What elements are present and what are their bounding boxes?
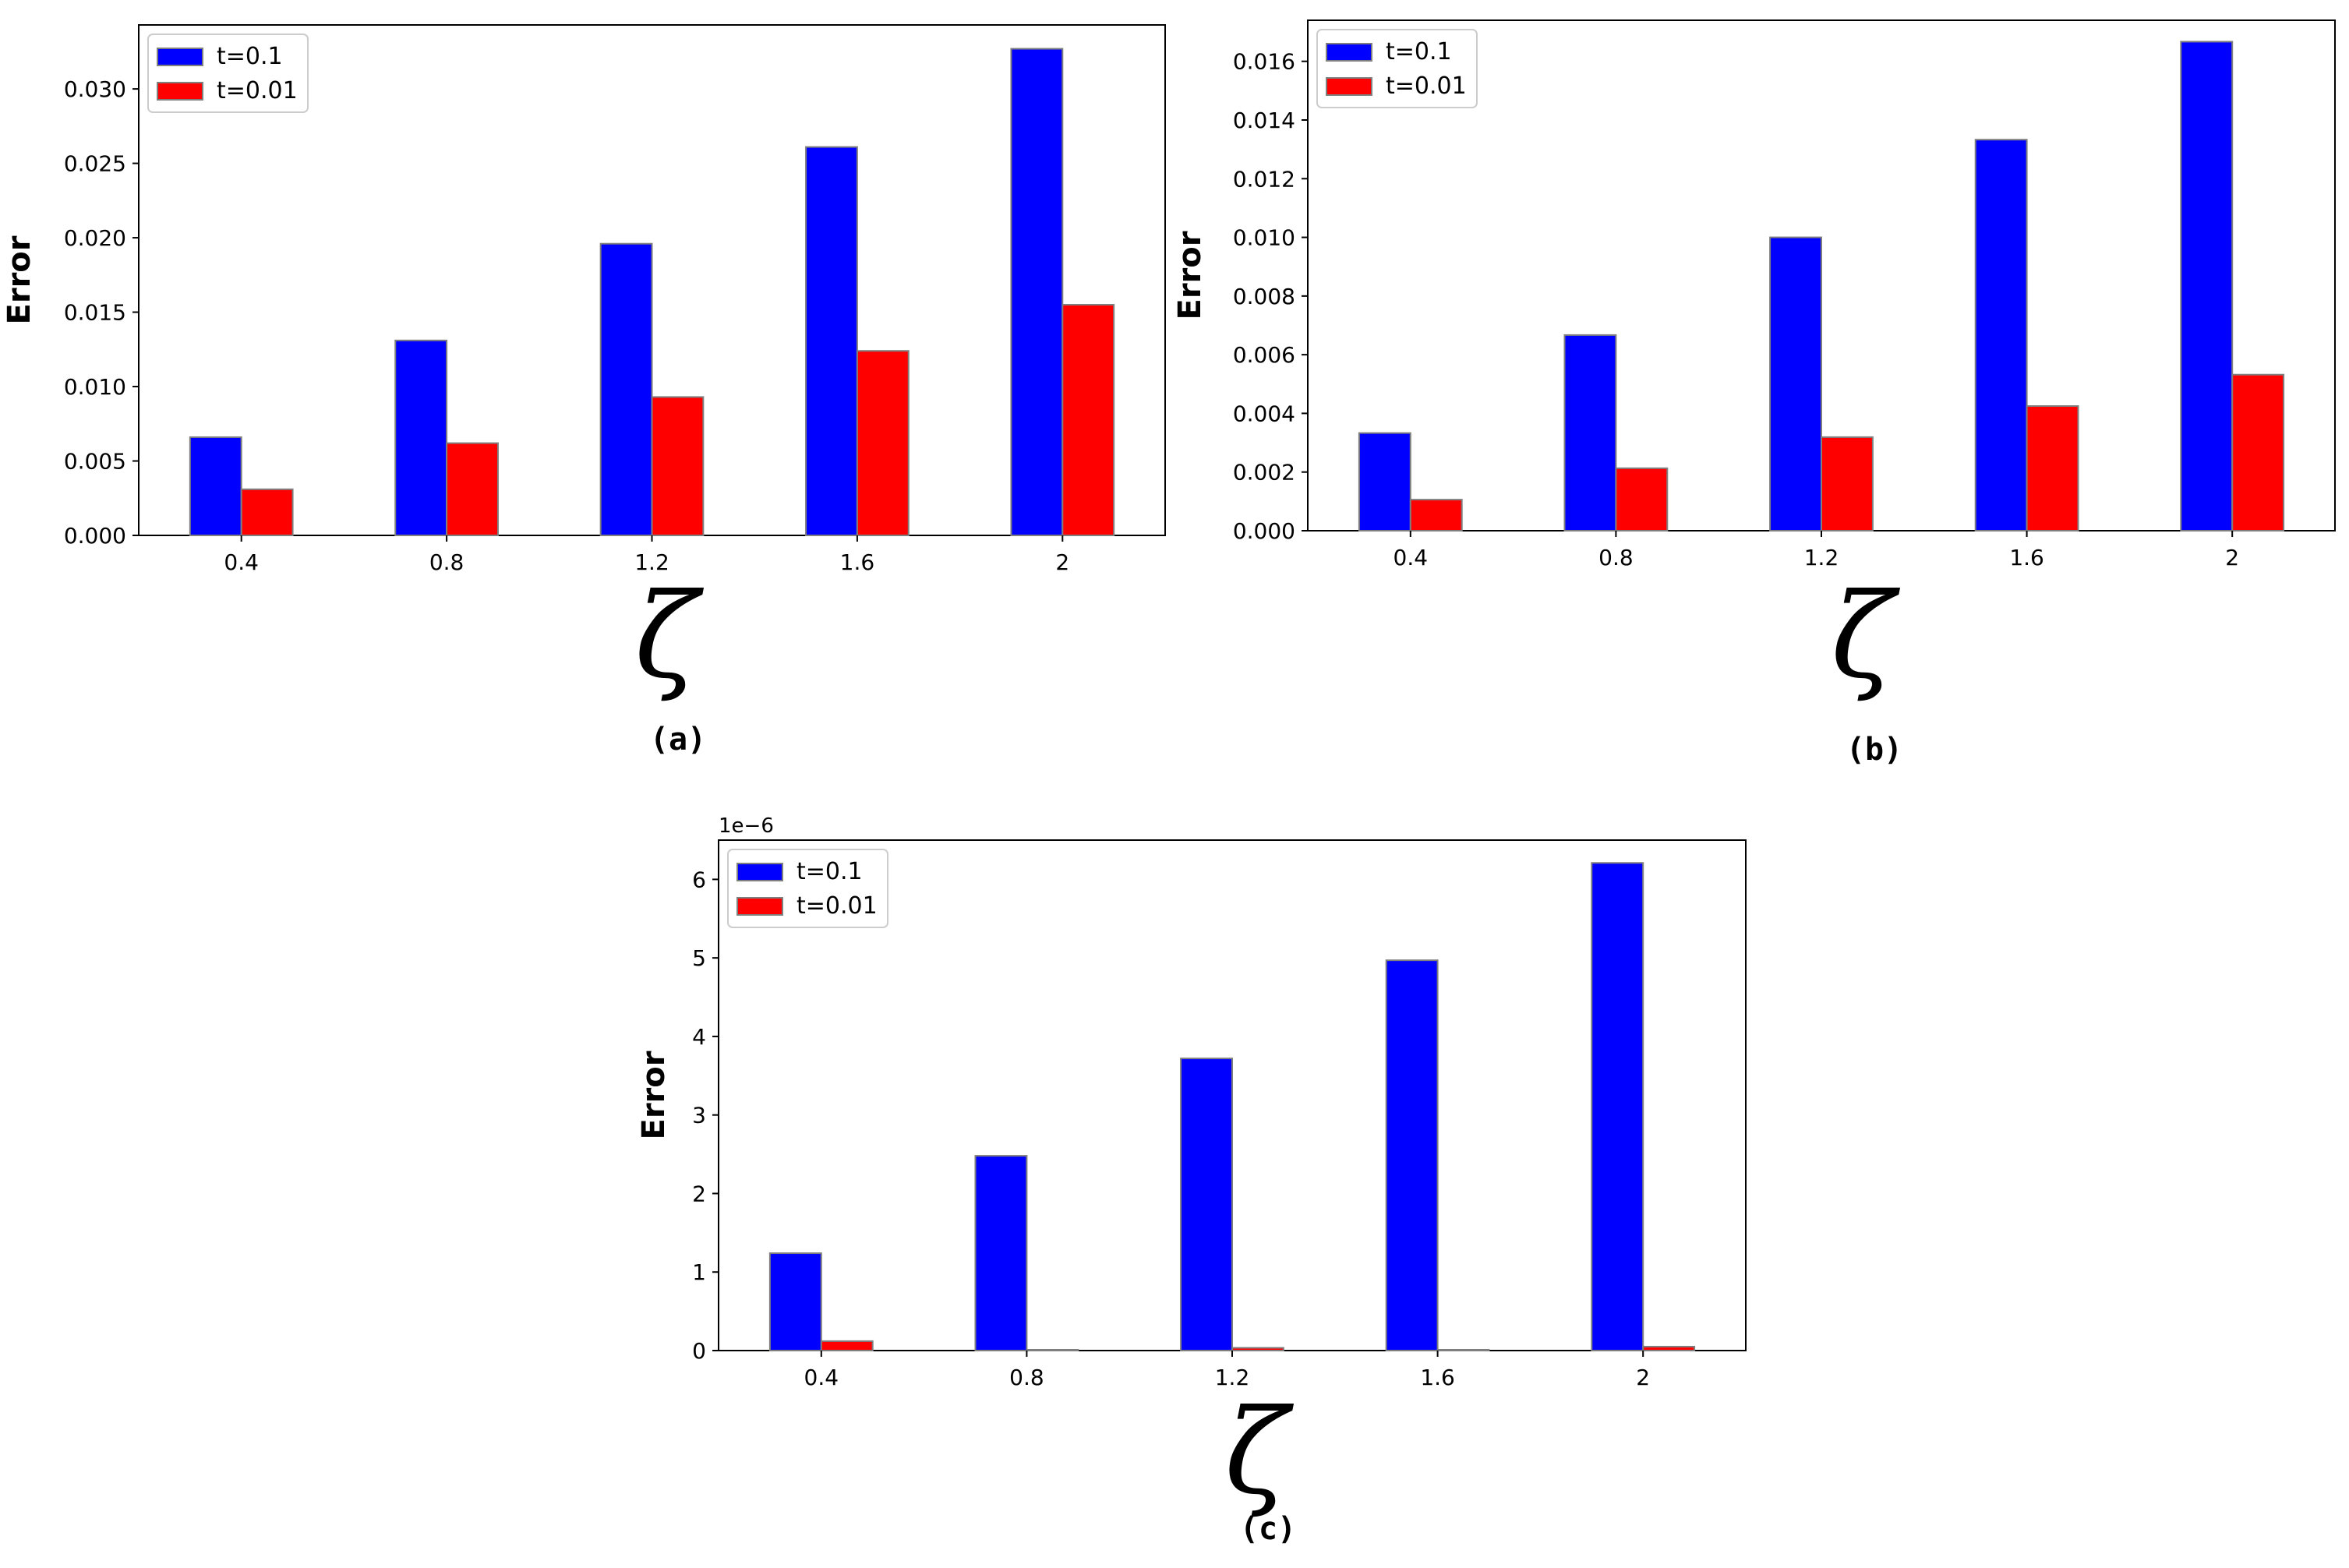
chart-panel-a: 0.4 0.8 1.2 1.6 2 0.000 0.005 0.010 0.015 0.020 0.…: [2, 24, 1166, 758]
bar-t=0.1-0.4: [768, 1252, 822, 1351]
legend-swatch-t=0.01: [736, 897, 783, 916]
bar-t=0.1-1.6: [805, 146, 858, 536]
bar-t=0.01-0.8: [1026, 1348, 1079, 1352]
x-tick-label: 0.8: [1009, 1365, 1044, 1390]
bar-t=0.1-0.8: [394, 339, 448, 537]
bar-t=0.1-0.4: [1358, 432, 1411, 531]
legend-swatch-t=0.1: [157, 48, 203, 66]
bar-t=0.01-2: [2231, 373, 2285, 531]
x-tick-label: 1.6: [840, 549, 875, 575]
panel-label: (a): [650, 722, 706, 758]
x-tick-label: 1.6: [1420, 1365, 1455, 1390]
bar-t=0.01-1.6: [856, 350, 910, 536]
y-tick-label: 0.000: [1233, 518, 1295, 544]
x-tick-label: 2: [1636, 1365, 1650, 1390]
y-tick-label: 0.006: [1233, 342, 1295, 368]
legend-label-t=0.1: t=0.1: [1386, 38, 1452, 65]
y-tick-label: 0.010: [64, 374, 126, 400]
y-tick-label: 0.015: [64, 300, 126, 326]
x-tick-label: 1.2: [634, 549, 669, 575]
y-tick-label: 3: [692, 1103, 706, 1128]
y-tick-label: 0.025: [64, 151, 126, 177]
bar-t=0.01-0.4: [240, 488, 294, 537]
x-tick-label: 2: [1055, 549, 1069, 575]
y-tick-label: 1: [692, 1259, 706, 1285]
x-tick-label: 0.4: [1394, 545, 1429, 570]
panel-label: (b): [1846, 732, 1902, 768]
bar-t=0.01-0.4: [1409, 499, 1463, 532]
bar-t=0.01-2: [1061, 304, 1115, 536]
bar-t=0.01-1.6: [1436, 1348, 1490, 1352]
bar-t=0.1-2: [1591, 862, 1644, 1351]
y-tick-label: 0.030: [64, 76, 126, 102]
y-tick-label: 0.008: [1233, 284, 1295, 309]
y-tick-label: 0.014: [1233, 108, 1295, 133]
legend-swatch-t=0.01: [157, 82, 203, 101]
bar-t=0.01-1.6: [2026, 405, 2079, 531]
bar-t=0.1-1.6: [1385, 959, 1439, 1351]
y-tick-label: 0.010: [1233, 225, 1295, 251]
x-tick-label: 0.8: [429, 549, 465, 575]
y-tick-label: 6: [692, 867, 706, 892]
bar-t=0.1-1.2: [1180, 1058, 1233, 1351]
x-tick-label: 1.6: [2009, 545, 2044, 570]
chart-panel-b: 0.4 0.8 1.2 1.6 2 0.000 0.002 0.004 0.006 0.008 0.…: [1172, 19, 2336, 768]
legend-swatch-t=0.1: [1326, 43, 1372, 62]
bar-t=0.01-1.2: [1231, 1347, 1284, 1351]
bar-t=0.1-2: [2180, 41, 2234, 532]
bar-t=0.1-1.2: [1769, 236, 1823, 531]
x-tick-label: 0.8: [1598, 545, 1634, 570]
bar-t=0.1-2: [1010, 48, 1064, 536]
legend-label-t=0.1: t=0.1: [217, 43, 283, 70]
legend-label-t=0.01: t=0.01: [797, 892, 878, 920]
x-tick-label: 2: [2225, 545, 2239, 570]
legend-label-t=0.01: t=0.01: [217, 77, 298, 104]
bar-t=0.1-1.6: [1974, 139, 2028, 531]
y-tick-label: 0.000: [64, 523, 126, 549]
y-axis-label: Error: [636, 1051, 672, 1139]
x-tick-label: 0.4: [804, 1365, 839, 1390]
legend-swatch-t=0.01: [1326, 77, 1372, 96]
y-axis-label: Error: [1172, 231, 1208, 320]
x-axis-label: ζ: [1831, 569, 1900, 705]
y-tick-label: 0.012: [1233, 166, 1295, 192]
bar-t=0.01-2: [1642, 1345, 1696, 1352]
bar-t=0.01-0.4: [820, 1340, 874, 1352]
y-tick-label: 5: [692, 945, 706, 971]
bar-t=0.01-1.2: [651, 396, 705, 536]
bar-t=0.01-1.2: [1821, 436, 1874, 532]
legend-swatch-t=0.1: [736, 863, 783, 881]
y-offset-text: 1e−6: [719, 814, 774, 838]
x-axis-label: ζ: [1224, 1385, 1294, 1520]
x-axis-label: ζ: [634, 569, 704, 705]
y-tick-label: 0.004: [1233, 401, 1295, 426]
bar-t=0.1-0.8: [974, 1155, 1028, 1351]
x-tick-label: 1.2: [1804, 545, 1839, 570]
y-tick-label: 4: [692, 1024, 706, 1050]
legend-label-t=0.01: t=0.01: [1386, 72, 1467, 100]
y-tick-label: 0.002: [1233, 460, 1295, 486]
y-tick-label: 0.020: [64, 225, 126, 251]
y-axis-label: Error: [2, 235, 37, 324]
y-tick-label: 0: [692, 1338, 706, 1364]
bar-t=0.1-0.8: [1563, 334, 1617, 531]
x-tick-label: 1.2: [1215, 1365, 1250, 1390]
y-tick-label: 0.016: [1233, 49, 1295, 75]
y-tick-label: 0.005: [64, 449, 126, 475]
y-tick-label: 2: [692, 1181, 706, 1206]
x-tick-label: 0.4: [224, 549, 259, 575]
chart-panel-c: 0.4 0.8 1.2 1.6 2 0 1 2 3 4 5 6 1e−6 Error ζ(c) t=0.1 t=…: [636, 814, 1747, 1547]
bar-t=0.01-0.8: [446, 442, 499, 537]
bar-t=0.01-0.8: [1615, 467, 1669, 532]
legend-label-t=0.1: t=0.1: [797, 858, 863, 885]
panel-label: (c): [1240, 1511, 1296, 1547]
bar-t=0.1-1.2: [599, 242, 653, 536]
bar-t=0.1-0.4: [189, 436, 242, 537]
